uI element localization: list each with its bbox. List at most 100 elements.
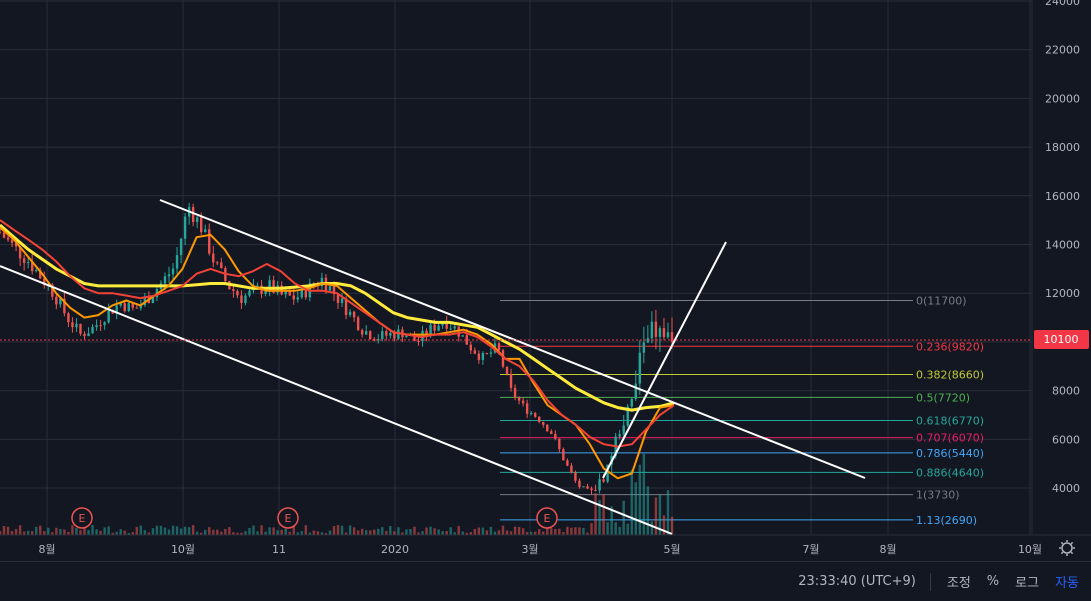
volume-bar (493, 531, 497, 535)
auto-scale-toggle[interactable]: 자동 (1055, 576, 1079, 591)
price-chart[interactable]: 0(11700) 0.236(9820) 0.382(8660) 0.5(7720) 0… (0, 0, 1091, 561)
candle-body (529, 412, 533, 414)
channel-lower-line[interactable] (0, 265, 673, 535)
candle-body (513, 387, 517, 398)
volume-bar (39, 525, 42, 535)
candle-body (606, 464, 609, 482)
candle-body (175, 255, 179, 269)
y-tick-label: 20000 (1045, 92, 1080, 105)
fib-level-label: 0.886(4640) (916, 466, 984, 479)
volume-bar (316, 531, 320, 535)
fibonacci-retracement[interactable]: 0(11700) 0.236(9820) 0.382(8660) 0.5(7720) 0… (500, 295, 984, 527)
settings-icon[interactable] (1059, 540, 1075, 556)
x-tick-label: 10월 (1018, 543, 1042, 556)
volume-bar (433, 528, 436, 535)
candle-body (264, 290, 267, 294)
candle-body (566, 460, 569, 466)
breakout-line[interactable] (602, 241, 727, 479)
volume-bar (155, 525, 159, 535)
volume-bar (0, 531, 2, 535)
candle-body (6, 237, 10, 240)
candle-body (501, 350, 505, 367)
volume-bar (127, 532, 130, 535)
chart-background (0, 0, 1091, 561)
candle-body (256, 285, 259, 287)
volume-bar (312, 530, 316, 535)
candle-body (167, 274, 171, 277)
candle-body (191, 207, 195, 223)
volume-bar (401, 532, 404, 535)
volume-bar (143, 530, 147, 535)
volume-bar (79, 530, 82, 535)
volume-bar (521, 528, 525, 535)
fib-level-label: 0.618(6770) (916, 415, 984, 428)
candle-body (525, 403, 529, 414)
volume-bar (566, 526, 569, 535)
candle-body (268, 280, 271, 291)
candle-body (385, 331, 388, 336)
candle-body (578, 480, 581, 487)
volume-bar (542, 531, 545, 535)
candle-body (433, 324, 436, 331)
percent-toggle[interactable]: % (986, 574, 1000, 589)
candle-body (75, 323, 78, 328)
candle-body (574, 472, 577, 481)
volume-bar (264, 531, 267, 535)
volume-bar (360, 528, 364, 535)
trend-lines[interactable] (0, 199, 866, 535)
price-axis[interactable] (1032, 0, 1091, 535)
candle-body (662, 328, 666, 338)
log-scale-toggle[interactable]: 로그 (1015, 576, 1040, 591)
candle-body (51, 284, 54, 297)
earnings-marker (71, 507, 93, 529)
candle-body (360, 330, 364, 335)
candle-body (377, 339, 380, 341)
volume-bar (513, 526, 517, 535)
time-axis-labels: 8월 10월 11 2020 3월 5월 7월 8월 10월 (38, 543, 1042, 556)
adjust-toggle[interactable]: 조정 (946, 576, 971, 591)
candle-body (489, 352, 493, 354)
candle-body (449, 328, 452, 330)
volume-bar (268, 527, 271, 535)
volume-bar (445, 531, 448, 535)
volume-bar (260, 525, 263, 535)
volume-bar (642, 453, 646, 535)
earnings-marker-label: E (285, 512, 292, 525)
volume-bar (348, 525, 352, 535)
volume-bar (199, 532, 203, 535)
volume-bar (14, 529, 18, 535)
volume-bar (240, 532, 243, 535)
candle-body (332, 286, 336, 295)
candle-body (634, 383, 637, 399)
time-axis[interactable] (0, 535, 1032, 561)
volume-bar (497, 530, 501, 535)
candle-body (582, 486, 585, 488)
volume-bar (95, 529, 98, 535)
volume-bar (26, 530, 30, 535)
x-tick-label: 7월 (802, 543, 819, 556)
volume-bar (465, 532, 468, 535)
volume-bar (614, 522, 617, 535)
volume-bar (598, 499, 601, 535)
volume-bar (602, 494, 605, 535)
volume-bar (296, 532, 299, 535)
candle-body (340, 298, 344, 303)
candle-body (320, 277, 324, 286)
volume-bar (328, 530, 332, 535)
candle-body (558, 438, 561, 450)
candle-body (521, 400, 525, 404)
candle-body (99, 325, 102, 327)
candle-body (413, 334, 416, 342)
candle-body (195, 217, 199, 223)
volume-bar (397, 527, 400, 535)
volume-bar (103, 527, 106, 535)
channel-upper-line[interactable] (159, 199, 866, 479)
volume-bar (220, 531, 223, 535)
candle-body (602, 479, 605, 482)
volume-bar (437, 529, 440, 535)
volume-bar (413, 526, 416, 535)
candle-body (517, 397, 521, 401)
volume-bar (55, 527, 58, 535)
